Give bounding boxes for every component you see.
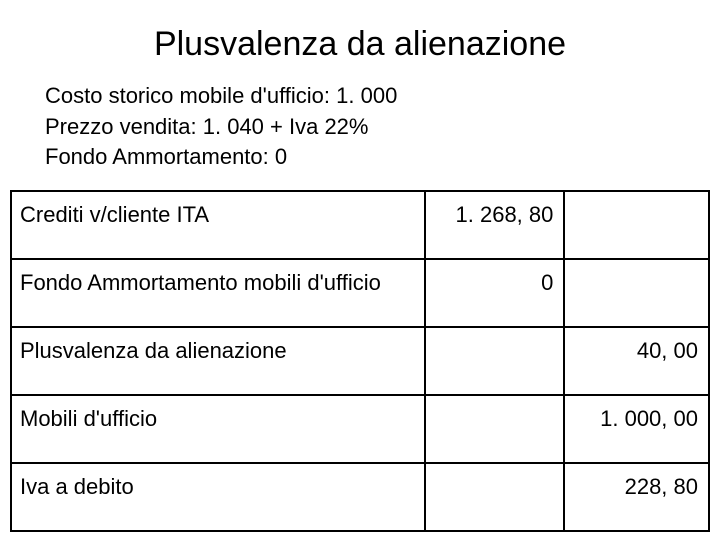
intro-line-2: Prezzo vendita: 1. 040 + Iva 22%: [45, 113, 710, 142]
cell-debit: 1. 268, 80: [425, 191, 565, 259]
cell-debit: [425, 463, 565, 531]
intro-line-1: Costo storico mobile d'ufficio: 1. 000: [45, 82, 710, 111]
ledger-table: Crediti v/cliente ITA 1. 268, 80 Fondo A…: [10, 190, 710, 532]
table-row: Fondo Ammortamento mobili d'ufficio 0: [11, 259, 709, 327]
cell-debit: [425, 327, 565, 395]
table-row: Crediti v/cliente ITA 1. 268, 80: [11, 191, 709, 259]
table-row: Mobili d'ufficio 1. 000, 00: [11, 395, 709, 463]
cell-credit: 228, 80: [564, 463, 709, 531]
cell-debit: [425, 395, 565, 463]
cell-label: Mobili d'ufficio: [11, 395, 425, 463]
intro-line-3: Fondo Ammortamento: 0: [45, 143, 710, 172]
intro-block: Costo storico mobile d'ufficio: 1. 000 P…: [45, 82, 710, 172]
cell-label: Iva a debito: [11, 463, 425, 531]
table-row: Plusvalenza da alienazione 40, 00: [11, 327, 709, 395]
cell-label: Crediti v/cliente ITA: [11, 191, 425, 259]
cell-credit: [564, 259, 709, 327]
cell-label: Plusvalenza da alienazione: [11, 327, 425, 395]
cell-label: Fondo Ammortamento mobili d'ufficio: [11, 259, 425, 327]
cell-credit: 40, 00: [564, 327, 709, 395]
cell-credit: 1. 000, 00: [564, 395, 709, 463]
cell-debit: 0: [425, 259, 565, 327]
table-row: Iva a debito 228, 80: [11, 463, 709, 531]
page-title: Plusvalenza da alienazione: [10, 25, 710, 64]
cell-credit: [564, 191, 709, 259]
